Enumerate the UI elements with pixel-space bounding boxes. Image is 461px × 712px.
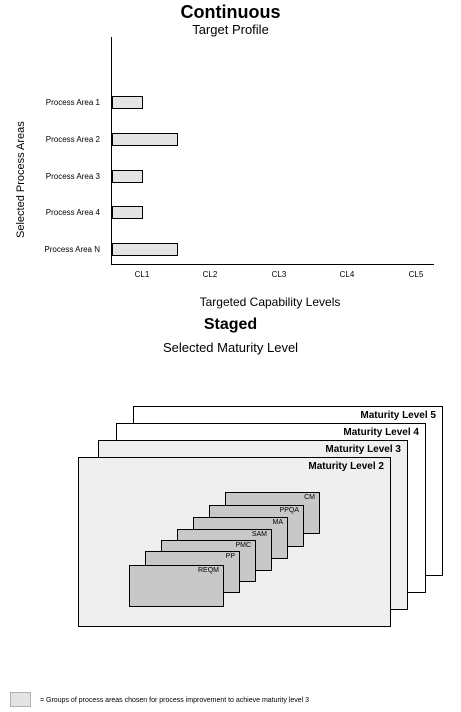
continuous-subtitle: Target Profile	[192, 22, 269, 37]
legend-swatch	[10, 692, 31, 707]
target-profile-chart: Process Area 1 Process Area 2 Process Area…	[0, 0, 461, 300]
capability-level-tick: CL1	[134, 270, 150, 279]
capability-bar	[112, 133, 178, 146]
capability-bar	[112, 243, 178, 256]
maturity-level-4-label: Maturity Level 4	[343, 427, 419, 438]
process-area-label: Process Area 2	[45, 135, 100, 144]
process-area-label: Process Area N	[44, 245, 100, 254]
capability-level-tick: CL2	[202, 270, 218, 279]
x-axis-label: Targeted Capability Levels	[199, 295, 341, 309]
continuous-title: Continuous	[180, 2, 281, 22]
capability-level-tick: CL4	[339, 270, 355, 279]
capability-bar	[112, 170, 143, 183]
maturity-level-3-label: Maturity Level 3	[325, 444, 401, 455]
process-area-reqm-label: REQM	[198, 567, 219, 574]
process-area-label: Process Area 3	[45, 172, 100, 181]
capability-bar	[112, 206, 143, 219]
process-area-cm-label: CM	[304, 494, 315, 501]
process-area-label: Process Area 1	[45, 98, 100, 107]
capability-level-tick: CL5	[408, 270, 424, 279]
process-area-pmc-label: PMC	[235, 542, 251, 549]
process-area-label: Process Area 4	[45, 208, 100, 217]
process-area-ma-label: MA	[272, 519, 284, 526]
maturity-level-2-label: Maturity Level 2	[308, 461, 384, 472]
process-area-ppqa-label: PPQA	[279, 507, 299, 514]
staged-subtitle: Selected Maturity Level	[162, 340, 299, 355]
staged-title: Staged	[203, 316, 258, 333]
capability-bar	[112, 96, 143, 109]
process-area-pp-label: PP	[225, 553, 235, 560]
capability-level-tick: CL3	[271, 270, 287, 279]
y-axis-line	[111, 37, 112, 265]
process-area-reqm: REQM	[129, 565, 224, 607]
maturity-level-5-label: Maturity Level 5	[360, 410, 436, 421]
legend-text: = Groups of process areas chosen for pro…	[40, 697, 310, 704]
process-area-sam-label: SAM	[251, 531, 267, 538]
x-axis-line	[111, 264, 434, 265]
